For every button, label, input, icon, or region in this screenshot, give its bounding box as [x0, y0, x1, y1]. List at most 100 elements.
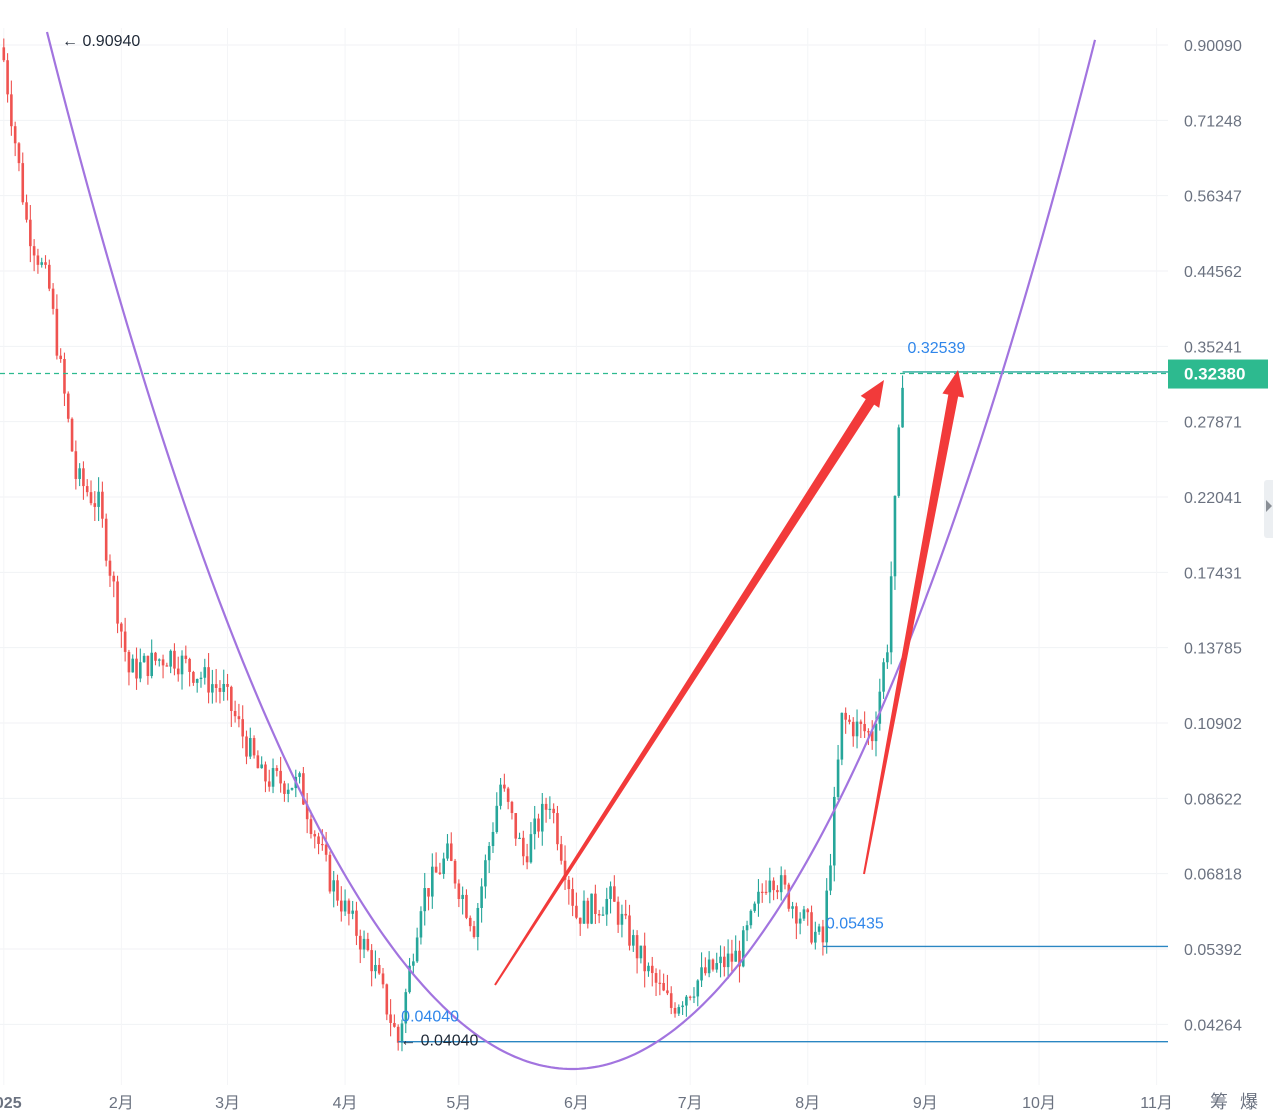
- candle-body: [586, 900, 590, 924]
- candle-body: [548, 808, 552, 811]
- candle-body: [17, 143, 21, 164]
- candle-body: [47, 264, 51, 289]
- last-price-badge: 0.32380: [1168, 359, 1268, 389]
- y-tick-label: 0.10902: [1184, 716, 1242, 733]
- candle-body: [161, 659, 165, 666]
- candle-body: [719, 956, 722, 964]
- candle-body: [51, 288, 55, 309]
- candle-body: [647, 965, 650, 972]
- candle-body: [165, 665, 169, 667]
- candle-body: [347, 900, 351, 914]
- candle-body: [230, 686, 233, 711]
- chips-tool-button[interactable]: 筹: [1210, 1092, 1228, 1112]
- panel-collapse-handle[interactable]: [1264, 480, 1273, 538]
- candle-body: [757, 891, 760, 904]
- candle-body: [457, 883, 461, 899]
- candle-body: [552, 808, 555, 814]
- candle-body: [669, 993, 673, 1008]
- candle-body: [55, 308, 59, 356]
- candle-body: [157, 659, 161, 661]
- x-tick-label: 4月: [333, 1095, 358, 1112]
- candle-body: [764, 891, 768, 894]
- candle-body: [415, 937, 419, 962]
- candle-body: [355, 910, 358, 936]
- candle-body: [723, 956, 726, 968]
- candle-body: [427, 888, 430, 897]
- candle-body: [408, 965, 411, 993]
- y-tick-label: 0.56347: [1184, 189, 1242, 206]
- candle-body: [863, 723, 866, 732]
- candle-body: [302, 773, 305, 805]
- candle-body: [487, 846, 491, 861]
- candle-body: [613, 886, 616, 902]
- candle-body: [814, 931, 817, 943]
- candle-body: [514, 813, 518, 839]
- candle-body: [662, 983, 665, 991]
- candle-body: [32, 246, 36, 256]
- candle-body: [13, 126, 17, 144]
- candle-body: [336, 880, 339, 901]
- candle-body: [783, 875, 787, 885]
- candle-body: [851, 721, 855, 737]
- candle-body: [97, 491, 100, 507]
- candle-body: [116, 581, 119, 624]
- candle-body: [745, 925, 749, 931]
- candle-body: [499, 784, 502, 806]
- candle-body: [85, 486, 89, 493]
- candle-body: [438, 872, 442, 874]
- x-tick-label: 2025: [0, 1095, 22, 1112]
- candle-body: [313, 833, 317, 837]
- candle-body: [381, 973, 385, 985]
- candle-body: [260, 764, 263, 769]
- candle-body: [385, 984, 389, 1015]
- candle-body: [324, 844, 328, 855]
- candle-body: [628, 915, 631, 946]
- candle-body: [700, 967, 703, 981]
- y-tick-label: 0.27871: [1184, 415, 1242, 432]
- candle-body: [563, 860, 567, 880]
- candle-body: [556, 813, 559, 845]
- candle-body: [423, 888, 427, 912]
- candle-body: [597, 914, 601, 916]
- candle-body: [704, 967, 707, 974]
- candle-body: [104, 518, 108, 561]
- candle-body: [101, 491, 104, 519]
- candle-body: [389, 1014, 392, 1023]
- recent-high-label: 0.32539: [908, 340, 966, 357]
- candle-body: [252, 738, 256, 756]
- candle-body: [25, 202, 28, 220]
- candle-body: [476, 907, 480, 937]
- y-tick-label: 0.04264: [1184, 1017, 1242, 1034]
- candle-body: [855, 721, 859, 737]
- candle-body: [275, 768, 279, 771]
- candle-body: [836, 759, 840, 797]
- high-price-label: ← 0.90940: [62, 33, 140, 50]
- burst-tool-button[interactable]: 爆: [1240, 1092, 1258, 1112]
- candle-body: [93, 503, 97, 507]
- candle-body: [298, 773, 301, 777]
- low-price-label-blue: 0.04040: [401, 1009, 459, 1026]
- candle-body: [886, 652, 889, 663]
- y-tick-label: 0.22041: [1184, 490, 1242, 507]
- candle-body: [768, 880, 772, 893]
- candle-body: [605, 898, 609, 915]
- price-annotations: ← 0.90940 0.04040 ← 0.04040 0.05435 0.32…: [62, 33, 965, 1050]
- candle-body: [339, 900, 343, 912]
- candle-body: [396, 1026, 400, 1043]
- candle-body: [795, 906, 798, 924]
- candle-body: [616, 901, 620, 925]
- candle-body: [525, 856, 529, 863]
- candle-body: [844, 712, 847, 720]
- candle-body: [889, 576, 893, 653]
- x-tick-label: 3月: [215, 1095, 240, 1112]
- candle-body: [650, 965, 654, 974]
- candle-body: [643, 945, 646, 972]
- candle-body: [559, 844, 563, 861]
- candle-body: [491, 831, 495, 847]
- candle-body: [465, 894, 468, 918]
- candle-body: [510, 801, 514, 814]
- candle-body: [540, 803, 544, 832]
- candle-body: [688, 996, 692, 998]
- candle-body: [798, 918, 802, 924]
